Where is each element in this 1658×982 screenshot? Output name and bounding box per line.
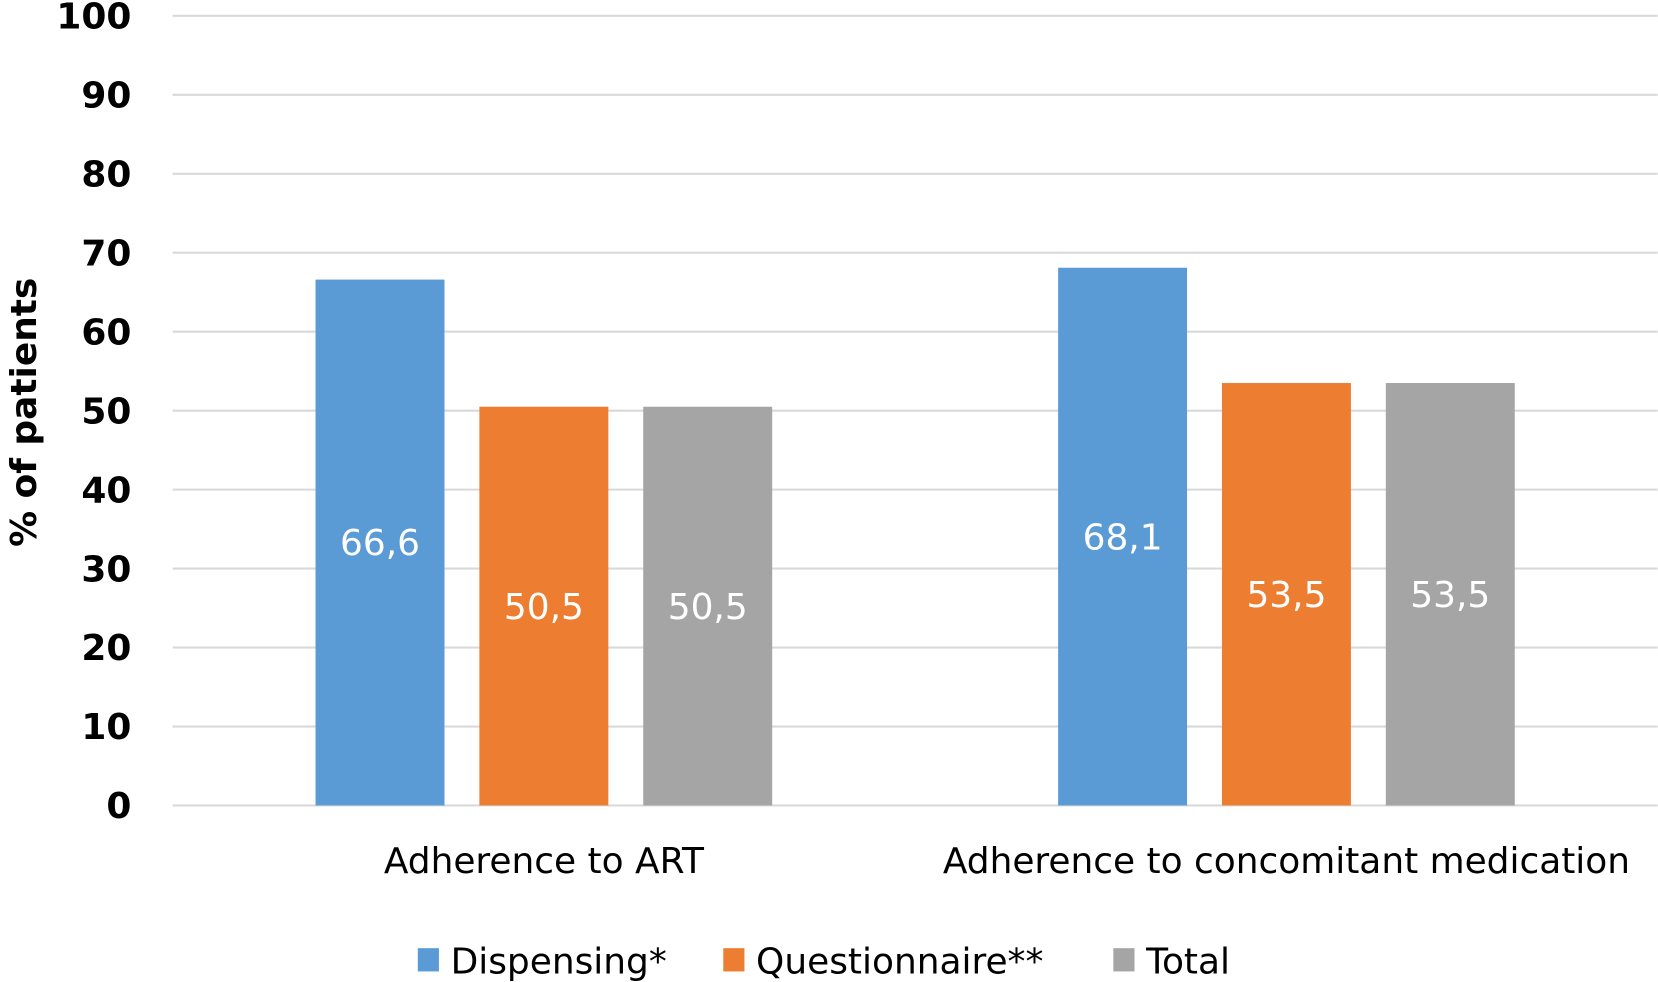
y-tick-label: 0: [106, 786, 131, 827]
y-axis-ticks: 0 10 20 30 40 50 60 70 80 90 100: [56, 0, 131, 827]
data-label: 53,5: [1246, 575, 1326, 616]
category-label: Adherence to concomitant medication: [943, 841, 1630, 882]
y-tick-label: 60: [81, 312, 131, 353]
bar: [315, 279, 445, 806]
bar: [1385, 383, 1515, 806]
data-label: 50,5: [668, 587, 748, 628]
legend-label: Total: [1145, 942, 1230, 982]
y-tick-label: 50: [81, 391, 131, 432]
legend-label: Dispensing*: [451, 942, 667, 982]
data-label: 50,5: [504, 587, 584, 628]
y-tick-label: 70: [81, 233, 131, 274]
y-tick-label: 10: [81, 707, 131, 748]
y-tick-label: 80: [81, 154, 131, 195]
bars: 66,6 50,5 50,5 68,1 53,5 53,5: [315, 267, 1515, 806]
legend: Dispensing* Questionnaire** Total: [417, 942, 1230, 982]
data-label: 68,1: [1083, 517, 1163, 558]
bar: [643, 406, 773, 806]
bar: [479, 406, 609, 806]
legend-swatch: [417, 948, 439, 972]
y-tick-label: 30: [81, 549, 131, 590]
y-axis-label: % of patients: [4, 278, 45, 547]
bar: [1221, 383, 1351, 806]
legend-swatch: [723, 948, 745, 972]
bar: [1058, 267, 1188, 806]
x-axis-categories: Adherence to ART Adherence to concomitant…: [384, 841, 1630, 882]
data-label: 66,6: [340, 523, 420, 564]
data-label: 53,5: [1410, 575, 1490, 616]
category-label: Adherence to ART: [384, 841, 705, 882]
y-tick-label: 40: [81, 470, 131, 511]
y-tick-label: 20: [81, 628, 131, 669]
legend-swatch: [1113, 948, 1135, 972]
y-tick-label: 90: [81, 76, 131, 117]
y-tick-label: 100: [56, 0, 131, 38]
legend-label: Questionnaire**: [756, 942, 1043, 982]
